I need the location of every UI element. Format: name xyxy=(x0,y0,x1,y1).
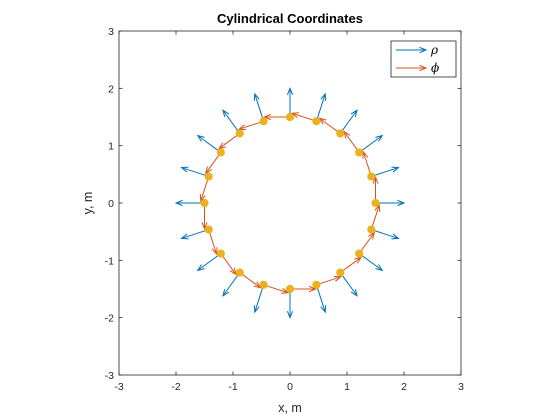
legend-label-rho: ρ xyxy=(430,43,438,57)
data-point xyxy=(217,149,224,156)
x-tick-label: -3 xyxy=(114,381,123,393)
y-axis-label: y, m xyxy=(81,192,95,215)
x-tick-label: -2 xyxy=(171,381,180,393)
data-point xyxy=(372,199,379,206)
data-point xyxy=(368,226,375,233)
y-tick-label: -1 xyxy=(105,255,114,267)
legend-label-phi: ϕ xyxy=(431,61,439,75)
y-tick-label: -2 xyxy=(105,313,114,325)
data-point xyxy=(217,250,224,257)
data-point xyxy=(356,149,363,156)
plot-area xyxy=(119,31,461,375)
x-tick-label: -1 xyxy=(228,381,237,393)
y-tick-label: 1 xyxy=(108,141,114,153)
data-point xyxy=(337,130,344,137)
legend-box xyxy=(391,41,456,77)
data-point xyxy=(313,281,320,288)
data-point xyxy=(286,285,293,292)
data-point xyxy=(201,199,208,206)
data-point xyxy=(260,118,267,125)
data-point xyxy=(337,269,344,276)
y-tick-label: -3 xyxy=(105,370,114,382)
x-tick-label: 1 xyxy=(344,381,350,393)
data-point xyxy=(368,173,375,180)
data-point xyxy=(205,226,212,233)
y-tick-label: 2 xyxy=(108,83,114,95)
data-point xyxy=(313,118,320,125)
x-tick-label: 3 xyxy=(458,381,464,393)
data-point xyxy=(260,281,267,288)
data-point xyxy=(286,113,293,120)
x-axis-label: x, m xyxy=(278,401,302,415)
legend: ρϕ xyxy=(391,41,456,77)
data-point xyxy=(236,269,243,276)
data-point xyxy=(356,250,363,257)
x-tick-label: 0 xyxy=(287,381,293,393)
y-tick-label: 0 xyxy=(108,198,114,210)
y-tick-label: 3 xyxy=(108,26,114,38)
data-point xyxy=(236,130,243,137)
data-point xyxy=(205,173,212,180)
chart-title: Cylindrical Coordinates xyxy=(217,11,363,26)
x-tick-label: 2 xyxy=(401,381,407,393)
